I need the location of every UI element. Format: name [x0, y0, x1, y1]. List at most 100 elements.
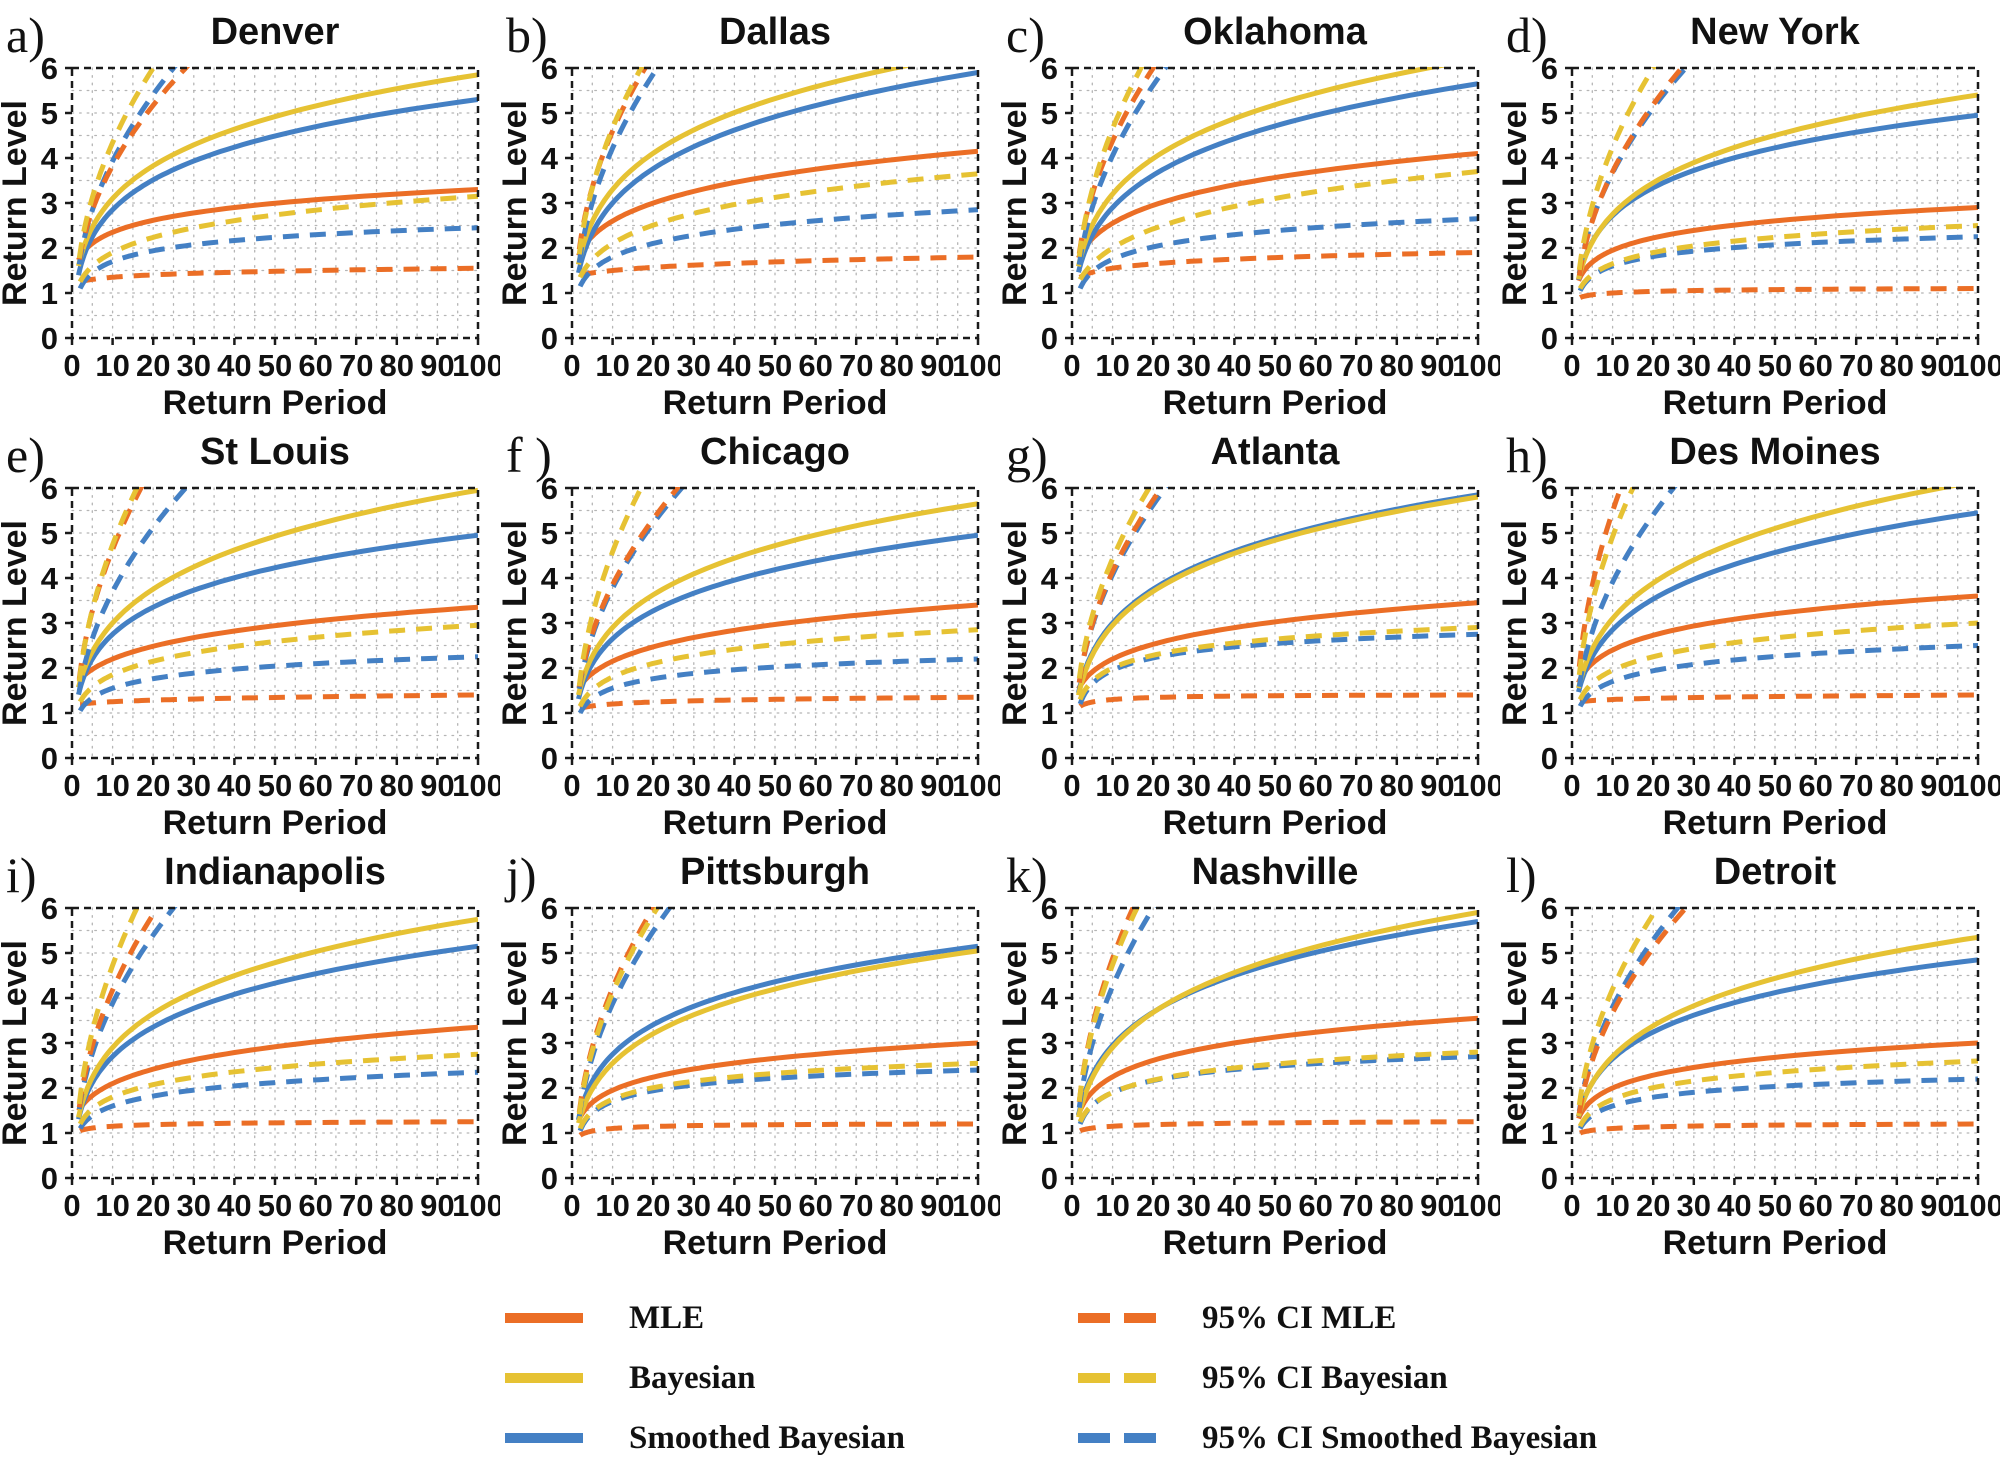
y-tick-label: 1	[541, 1116, 558, 1151]
y-tick-label: 2	[1541, 231, 1558, 266]
x-tick-label: 30	[177, 768, 211, 803]
x-tick-label: 60	[1298, 348, 1332, 383]
y-tick-label: 2	[541, 651, 558, 686]
curve-mle-solid	[76, 604, 478, 683]
curve-mle-ci-lower	[1578, 286, 1978, 300]
y-axis-label: Return Level	[1000, 940, 1034, 1146]
curve-bayesian-ci-lower	[77, 1051, 478, 1126]
y-tick-label: 5	[1041, 96, 1058, 131]
x-tick-label: 40	[217, 348, 251, 383]
y-tick-label: 0	[541, 1161, 558, 1196]
curve-bayesian-ci-lower	[1077, 625, 1478, 701]
x-tick-label: 0	[1063, 1188, 1080, 1223]
y-tick-label: 1	[541, 696, 558, 731]
x-axis-label: Return Period	[1163, 804, 1388, 840]
legend-item-mle: MLE	[505, 1288, 905, 1348]
y-tick-label: 0	[41, 1161, 58, 1196]
y-tick-label: 2	[1041, 1071, 1058, 1106]
y-tick-label: 1	[1541, 1116, 1558, 1151]
y-tick-label: 1	[41, 1116, 58, 1151]
legend-item-smoothed-bayesian: Smoothed Bayesian	[505, 1408, 905, 1466]
x-tick-label: 100	[452, 1188, 500, 1223]
curve-smoothed_bayesian-solid	[576, 532, 978, 700]
y-tick-label: 1	[1541, 276, 1558, 311]
x-tick-label: 20	[136, 768, 170, 803]
curve-bayesian-solid	[76, 487, 478, 688]
curve-smoothed_bayesian-solid	[76, 532, 478, 696]
y-tick-label: 2	[541, 231, 558, 266]
curve-smoothed_bayesian-ci-lower	[77, 225, 478, 290]
legend-label: Bayesian	[629, 1359, 756, 1396]
y-tick-label: 2	[41, 651, 58, 686]
x-tick-label: 30	[1677, 768, 1711, 803]
x-tick-label: 30	[677, 1188, 711, 1223]
curves	[76, 67, 478, 290]
y-axis-label: Return Level	[500, 520, 534, 726]
y-tick-label: 6	[41, 891, 58, 926]
legend-column-solid: MLE Bayesian Smoothed Bayesian	[505, 1288, 905, 1466]
panel-letter: b)	[506, 7, 548, 63]
x-tick-label: 70	[839, 348, 873, 383]
x-tick-label: 50	[258, 1188, 292, 1223]
x-tick-label: 80	[880, 348, 914, 383]
curve-mle-ci-upper	[1576, 67, 1686, 277]
x-tick-label: 0	[563, 1188, 580, 1223]
curve-smoothed_bayesian-ci-upper	[576, 907, 674, 1117]
y-tick-label: 0	[1041, 1161, 1058, 1196]
y-tick-label: 5	[1541, 516, 1558, 551]
x-tick-label: 90	[1920, 768, 1954, 803]
y-tick-label: 6	[541, 51, 558, 86]
x-tick-label: 50	[1758, 1188, 1792, 1223]
curve-bayesian-ci-upper	[1076, 487, 1153, 679]
y-tick-label: 4	[1541, 141, 1559, 176]
x-tick-label: 10	[1095, 1188, 1129, 1223]
panel-letter: f )	[506, 427, 552, 483]
x-tick-label: 60	[298, 1188, 332, 1223]
x-tick-label: 60	[1798, 768, 1832, 803]
x-tick-label: 40	[1217, 1188, 1251, 1223]
x-tick-label: 10	[1595, 1188, 1629, 1223]
x-tick-label: 60	[798, 768, 832, 803]
legend-label: 95% CI MLE	[1202, 1299, 1397, 1336]
x-tick-label: 0	[563, 768, 580, 803]
y-tick-label: 4	[41, 561, 59, 596]
x-tick-label: 0	[1063, 348, 1080, 383]
x-tick-label: 0	[63, 1188, 80, 1223]
x-tick-label: 80	[1380, 348, 1414, 383]
x-tick-label: 90	[1420, 1188, 1454, 1223]
x-tick-label: 0	[1563, 1188, 1580, 1223]
x-tick-label: 90	[920, 348, 954, 383]
y-tick-label: 5	[1541, 936, 1558, 971]
panel-title: Denver	[211, 11, 340, 53]
x-tick-label: 10	[595, 768, 629, 803]
y-tick-label: 2	[1041, 651, 1058, 686]
y-tick-label: 4	[41, 981, 59, 1016]
panel-letter: a)	[6, 7, 45, 63]
tick-marks	[565, 66, 980, 345]
curve-bayesian-ci-upper	[76, 487, 141, 682]
curve-mle-solid	[1576, 205, 1978, 282]
x-tick-label: 20	[636, 1188, 670, 1223]
panel-letter: j)	[504, 847, 537, 903]
y-tick-label: 3	[1041, 1026, 1058, 1061]
x-tick-label: 50	[1758, 348, 1792, 383]
legend-swatch-smoothed-bayesian-solid-line	[505, 1433, 583, 1443]
x-tick-label: 60	[298, 348, 332, 383]
y-axis-label: Return Level	[500, 940, 534, 1146]
curve-smoothed_bayesian-ci-upper	[1576, 487, 1678, 688]
legend-column-dashed: 95% CI MLE 95% CI Bayesian 95% CI Smooth…	[1078, 1288, 1597, 1466]
x-tick-label: 0	[1563, 768, 1580, 803]
x-axis-label: Return Period	[163, 384, 388, 420]
x-tick-label: 0	[63, 348, 80, 383]
y-tick-label: 1	[41, 696, 58, 731]
y-tick-label: 0	[1041, 741, 1058, 776]
x-tick-label: 100	[1452, 1188, 1500, 1223]
y-tick-label: 1	[1541, 696, 1558, 731]
legend-item-ci-smoothed-bayesian: 95% CI Smoothed Bayesian	[1078, 1408, 1597, 1466]
y-tick-label: 6	[41, 471, 58, 506]
y-tick-label: 0	[541, 741, 558, 776]
curve-smoothed_bayesian-solid	[76, 97, 478, 276]
x-tick-label: 0	[63, 768, 80, 803]
